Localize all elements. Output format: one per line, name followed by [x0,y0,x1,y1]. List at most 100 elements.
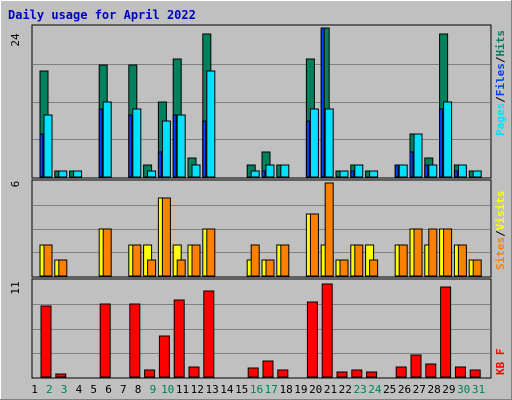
bar-kb-f-day-9 [158,335,170,378]
x-label-day-4: 4 [76,383,83,396]
bar-files-day-20 [320,27,325,178]
x-label-day-3: 3 [61,383,68,396]
x-label-day-29: 29 [442,383,455,396]
bar-kb-f-day-25 [395,366,407,378]
x-label-day-25: 25 [383,383,396,396]
x-label-day-17: 17 [265,383,278,396]
bar-files-day-22 [350,170,355,178]
x-label-day-5: 5 [90,383,97,396]
bar-pages-day-12 [206,70,216,178]
x-label-day-24: 24 [368,383,382,396]
bar-pages-day-19 [309,108,319,178]
bar-sites-day-1 [43,244,53,277]
x-label-day-23: 23 [353,383,366,396]
bar-kb-f-day-26 [410,354,422,378]
bar-pages-day-22 [354,164,364,178]
x-axis-labels: 1 2 3 4 5 6 7 8 9 10 11 12 13 14 15 16 17 18 19 20 21 22 23 24 2… [31,383,485,396]
bar-sites-day-2 [58,259,68,277]
bar-kb-f-day-15 [247,367,259,378]
x-label-day-18: 18 [279,383,292,396]
bar-pages-day-16 [265,164,275,178]
bar-files-day-12 [202,120,207,178]
bar-sites-day-26 [413,228,423,277]
bar-kb-f-day-1 [40,305,52,378]
x-label-day-8: 8 [135,383,142,396]
bar-sites-day-5 [102,228,112,277]
bars [39,27,482,378]
bar-pages-day-27 [428,164,438,178]
legend-slash-1: / [494,96,507,103]
bar-pages-day-1 [43,114,53,178]
legend-hits: Hits [494,30,507,57]
bar-files-day-28 [439,108,444,178]
x-label-day-15: 15 [235,383,248,396]
legend-kbytes: KB F [494,349,507,376]
bar-sites-day-8 [147,259,157,277]
x-label-day-7: 7 [120,383,127,396]
bar-pages-day-8 [147,170,157,178]
bar-files-day-25 [394,164,399,178]
bar-sites-day-11 [191,244,201,277]
bar-kb-f-day-8 [144,369,156,378]
bar-kb-f-day-7 [129,303,141,378]
x-label-day-20: 20 [309,383,322,396]
x-label-day-16: 16 [250,383,263,396]
bar-kb-f-day-12 [203,290,215,378]
bar-pages-day-25 [398,164,408,178]
bar-files-day-29 [453,170,458,178]
bar-sites-day-15 [250,244,260,277]
bar-files-day-16 [261,170,266,178]
bar-pages-day-2 [58,170,68,178]
legend-files: Files [494,63,507,96]
bar-pages-day-28 [443,101,453,178]
bar-pages-day-30 [472,170,482,178]
x-label-day-22: 22 [339,383,352,396]
x-label-day-12: 12 [191,383,204,396]
bar-sites-day-30 [472,259,482,277]
bar-kb-f-day-19 [306,301,318,378]
bar-pages-day-17 [280,164,290,178]
bar-files-day-19 [305,120,310,178]
x-label-day-30: 30 [457,383,470,396]
x-label-day-13: 13 [205,383,218,396]
bar-sites-day-21 [339,259,349,277]
x-label-day-1: 1 [31,383,38,396]
bar-files-day-27 [424,164,429,178]
x-label-day-19: 19 [294,383,307,396]
bar-kb-f-day-28 [440,286,452,378]
bar-pages-day-23 [369,170,379,178]
x-label-day-6: 6 [105,383,112,396]
bar-kb-f-day-11 [188,366,200,378]
bar-pages-day-21 [339,170,349,178]
bar-pages-day-9 [161,120,171,178]
bar-pages-day-3 [73,170,83,178]
bar-kb-f-day-23 [366,371,378,378]
bar-kb-f-day-20 [321,283,333,378]
ytick-sites: 6 [9,181,22,188]
x-label-day-2: 2 [46,383,53,396]
legend-sites-visits: Sites/Visits [494,191,507,271]
bar-kb-f-day-29 [454,366,466,378]
x-label-day-27: 27 [413,383,426,396]
bar-kb-f-day-16 [262,360,274,378]
x-label-day-10: 10 [161,383,174,396]
bar-sites-day-20 [324,182,334,277]
bar-pages-day-29 [457,164,467,178]
x-label-day-31: 31 [472,383,485,396]
bar-kb-f-day-17 [277,369,289,378]
bar-kb-f-day-22 [351,369,363,378]
bar-files-day-5 [98,108,103,178]
legend-visits: Visits [494,191,507,231]
bar-files-day-1 [39,133,44,178]
bar-sites-day-29 [457,244,467,277]
bar-sites-day-28 [443,228,453,277]
bar-sites-day-23 [369,259,379,277]
bar-files-day-26 [409,151,414,178]
bar-kb-f-day-30 [469,369,481,378]
bar-files-day-10 [172,114,177,178]
bar-sites-day-7 [132,244,142,277]
x-label-day-11: 11 [176,383,189,396]
bar-pages-day-10 [176,114,186,178]
bar-sites-day-27 [428,228,438,277]
